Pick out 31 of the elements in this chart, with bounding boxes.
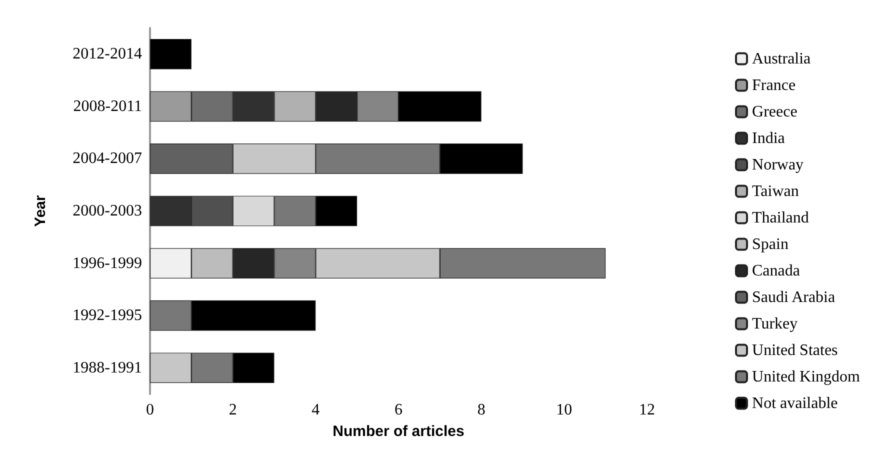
legend-label: United States [752, 342, 838, 359]
x-tick-label: 12 [639, 402, 655, 418]
y-tick-label: 2008-2011 [73, 98, 142, 115]
y-tick-label: 2012-2014 [72, 46, 142, 63]
legend-label: Not available [752, 394, 838, 412]
legend-label: Saudi Arabia [752, 288, 836, 306]
legend-label: Canada [752, 262, 800, 280]
legend-label: Spain [752, 236, 788, 253]
legend-label: Thailand [752, 209, 809, 226]
y-tick-label: 2004-2007 [72, 150, 142, 168]
x-axis-title: Number of articles [332, 423, 464, 440]
y-tick-label: 1996-1999 [72, 254, 142, 272]
x-tick-label: 2 [228, 402, 237, 418]
legend-label: France [752, 76, 796, 94]
x-tick-label: 6 [394, 402, 402, 418]
y-tick-label: 2000-2003 [72, 202, 142, 220]
x-tick-label: 0 [146, 402, 154, 418]
legend-label: Greece [752, 103, 798, 120]
y-tick-label: 1988-1991 [72, 359, 142, 376]
legend-label: Norway [752, 156, 804, 174]
y-tick-label: 1992-1995 [72, 307, 142, 324]
legend-label: Australia [752, 50, 811, 68]
legend-label: Taiwan [752, 182, 799, 200]
legend-label: India [752, 130, 785, 147]
bar [150, 38, 192, 70]
legend-label: United Kingdom [752, 368, 861, 386]
x-tick-label: 10 [556, 402, 572, 418]
x-tick-label: 8 [477, 402, 486, 418]
x-tick-label: 4 [312, 402, 320, 418]
legend-label: Turkey [752, 315, 798, 332]
y-axis-title: Year [32, 194, 49, 227]
